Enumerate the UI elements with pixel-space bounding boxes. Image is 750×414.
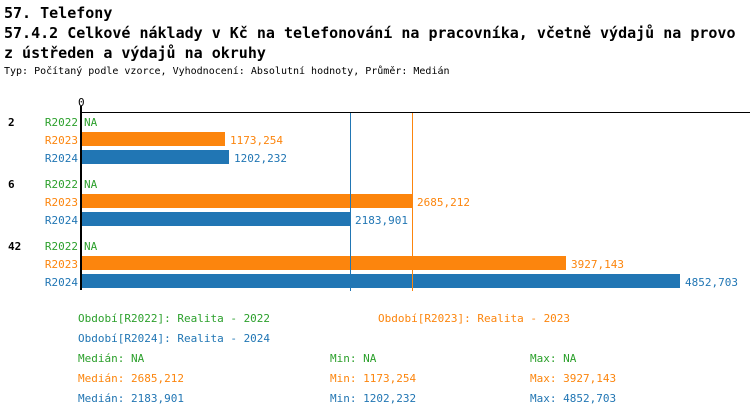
category-label-6: 6 bbox=[8, 178, 15, 191]
stat-max-r2023: Max: 3927,143 bbox=[530, 372, 617, 385]
x-axis-line bbox=[80, 112, 750, 113]
chart-title-line-2: z ústředen a výdajů na okruhy bbox=[4, 44, 266, 62]
series-label-r2023-group-42: R2023 bbox=[44, 258, 78, 271]
value-label-r2024-group-6: 2183,901 bbox=[355, 214, 408, 227]
series-label-r2023-group-2: R2023 bbox=[44, 134, 78, 147]
stat-max-r2024: Max: 4852,703 bbox=[530, 392, 617, 405]
median-line-r2023 bbox=[412, 113, 413, 291]
value-label-r2023-group-42: 3927,143 bbox=[571, 258, 624, 271]
series-label-r2023-group-6: R2023 bbox=[44, 196, 78, 209]
value-label-r2023-group-2: 1173,254 bbox=[230, 134, 283, 147]
median-line-r2024 bbox=[350, 113, 351, 291]
category-label-42: 42 bbox=[8, 240, 22, 253]
legend-item-r2022: Období[R2022]: Realita - 2022 bbox=[78, 312, 271, 325]
series-label-r2022-group-2: R2022 bbox=[44, 116, 78, 129]
stat-min-r2024: Min: 1202,232 bbox=[330, 392, 417, 405]
stat-max-r2022: Max: NA bbox=[530, 352, 577, 365]
stat-median-r2022: Medián: NA bbox=[78, 352, 145, 365]
bar-r2024-group-6 bbox=[82, 212, 350, 226]
legend-item-r2024: Období[R2024]: Realita - 2024 bbox=[78, 332, 271, 345]
bar-r2023-group-2 bbox=[82, 132, 225, 146]
report-section-title: 57. Telefony bbox=[4, 4, 113, 22]
chart-subtitle: Typ: Počítaný podle vzorce, Vyhodnocení:… bbox=[4, 66, 450, 77]
value-label-r2024-group-42: 4852,703 bbox=[685, 276, 738, 289]
bar-r2024-group-2 bbox=[82, 150, 229, 164]
legend-item-r2023: Období[R2023]: Realita - 2023 bbox=[378, 312, 571, 325]
stat-min-r2023: Min: 1173,254 bbox=[330, 372, 417, 385]
bar-r2023-group-42 bbox=[82, 256, 566, 270]
bar-r2024-group-42 bbox=[82, 274, 680, 288]
stat-median-r2023: Medián: 2685,212 bbox=[78, 372, 184, 385]
value-label-na-r2022-group-42: NA bbox=[84, 240, 98, 253]
value-label-r2023-group-6: 2685,212 bbox=[417, 196, 470, 209]
series-label-r2024-group-2: R2024 bbox=[44, 152, 78, 165]
axis-origin-tick-label: 0 bbox=[78, 96, 85, 109]
bar-r2023-group-6 bbox=[82, 194, 412, 208]
category-label-2: 2 bbox=[8, 116, 15, 129]
series-label-r2024-group-42: R2024 bbox=[44, 276, 78, 289]
value-label-r2024-group-2: 1202,232 bbox=[234, 152, 287, 165]
stat-min-r2022: Min: NA bbox=[330, 352, 377, 365]
series-label-r2022-group-42: R2022 bbox=[44, 240, 78, 253]
chart-title-line-1: 57.4.2 Celkové náklady v Kč na telefonov… bbox=[4, 24, 736, 42]
stat-median-r2024: Medián: 2183,901 bbox=[78, 392, 184, 405]
y-axis-line bbox=[80, 106, 82, 290]
series-label-r2022-group-6: R2022 bbox=[44, 178, 78, 191]
series-label-r2024-group-6: R2024 bbox=[44, 214, 78, 227]
value-label-na-r2022-group-6: NA bbox=[84, 178, 98, 191]
value-label-na-r2022-group-2: NA bbox=[84, 116, 98, 129]
